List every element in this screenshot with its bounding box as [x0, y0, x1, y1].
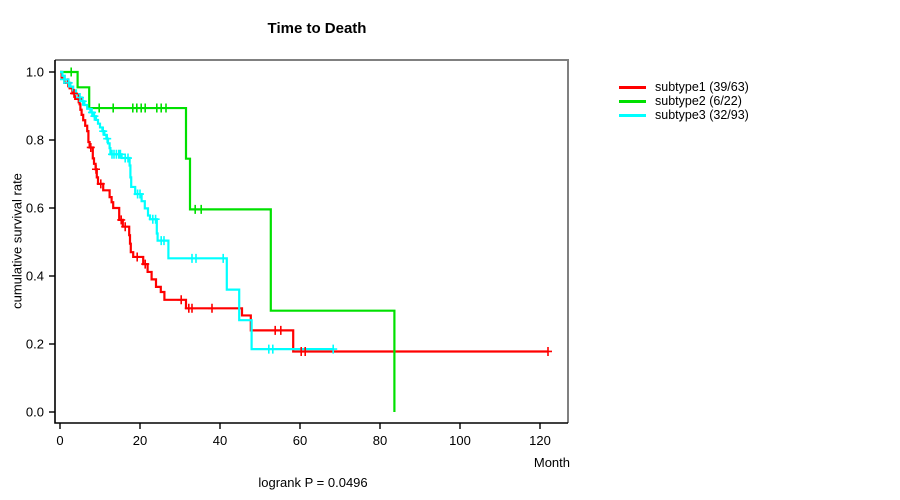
- legend-item-label: subtype1 (39/63): [655, 80, 749, 94]
- km-curve-2: [60, 70, 396, 412]
- y-tick-label: 1.0: [26, 65, 44, 80]
- x-tick-label: 100: [449, 433, 471, 448]
- censor-marks-2: [67, 67, 206, 214]
- plot-frame-gray: [55, 59, 569, 423]
- legend-line-swatch-subtype1: [619, 85, 646, 89]
- plot-axes: [54, 60, 568, 424]
- legend-line-swatch-subtype3: [619, 113, 646, 117]
- y-tick-label: 0.8: [26, 133, 44, 148]
- y-axis-ticks: 0.0 0.2 0.4 0.6 0.8 1.0: [26, 65, 55, 420]
- legend-item-subtype3: subtype3 (32/93): [619, 108, 749, 122]
- y-tick-label: 0.4: [26, 269, 44, 284]
- x-tick-label: 20: [133, 433, 147, 448]
- y-axis-label: cumulative survival rate: [9, 173, 25, 309]
- x-tick-label: 80: [373, 433, 387, 448]
- y-tick-label: 0.2: [26, 337, 44, 352]
- x-axis-ticks: 0 20 40 60 80 100 120: [56, 423, 551, 448]
- x-tick-label: 40: [213, 433, 227, 448]
- x-tick-label: 60: [293, 433, 307, 448]
- logrank-p-annotation: logrank P = 0.0496: [258, 475, 368, 490]
- legend-item-subtype1: subtype1 (39/63): [619, 80, 749, 94]
- x-tick-label: 120: [529, 433, 551, 448]
- legend-item-label: subtype3 (32/93): [655, 108, 749, 122]
- legend: subtype1 (39/63) subtype2 (6/22) subtype…: [619, 80, 749, 122]
- legend-item-subtype2: subtype2 (6/22): [619, 94, 749, 108]
- x-axis-label: Month: [533, 455, 570, 470]
- x-tick-label: 0: [56, 433, 63, 448]
- legend-item-label: subtype2 (6/22): [655, 94, 742, 108]
- chart-title: Time to Death: [267, 20, 367, 37]
- y-tick-label: 0.0: [26, 405, 44, 420]
- legend-line-swatch-subtype2: [619, 99, 646, 103]
- censor-marks-3: [60, 74, 338, 354]
- y-tick-label: 0.6: [26, 201, 44, 216]
- censor-marks-1: [64, 78, 552, 356]
- km-curve-1: [60, 70, 548, 353]
